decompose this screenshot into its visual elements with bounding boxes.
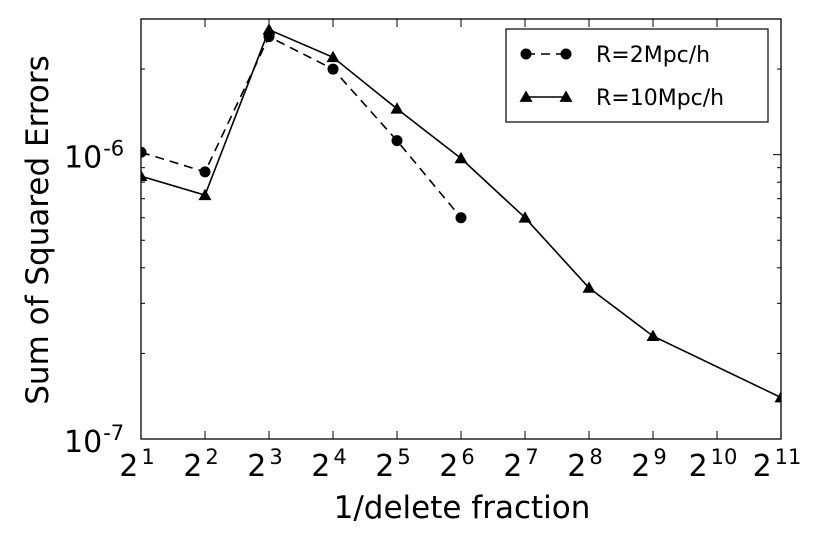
- legend-marker: [560, 48, 572, 60]
- data-point: [454, 151, 468, 164]
- x-tick-label-base: 2: [631, 449, 650, 484]
- y-tick-label-exponent: -6: [103, 137, 124, 161]
- data-point: [262, 23, 276, 35]
- x-tick-label-base: 2: [567, 449, 586, 484]
- data-point: [391, 135, 403, 147]
- x-tick-label-exponent: 7: [525, 445, 538, 469]
- y-tick-label: 10-6: [64, 137, 124, 176]
- legend-marker: [559, 90, 573, 102]
- data-point: [198, 188, 212, 201]
- y-axis-label: Sum of Squared Errors: [20, 55, 56, 405]
- y-tick-label-base: 10: [64, 141, 102, 176]
- x-tick-label-exponent: 9: [653, 445, 666, 469]
- data-point: [326, 50, 340, 63]
- data-point: [518, 211, 532, 223]
- x-tick-label-exponent: 10: [711, 445, 738, 469]
- data-point: [774, 390, 781, 403]
- y-tick-label: 10-7: [64, 421, 124, 460]
- x-tick-label-base: 2: [753, 449, 772, 484]
- x-tick-label-base: 2: [689, 449, 708, 484]
- legend-item: R=2Mpc/h: [520, 43, 710, 68]
- y-tick-label-exponent: -7: [103, 421, 124, 445]
- x-axis-label: 1/delete fraction: [334, 490, 591, 526]
- x-tick-label-base: 2: [119, 449, 138, 484]
- x-tick-label-base: 2: [439, 449, 458, 484]
- legend-item: R=10Mpc/h: [519, 86, 724, 111]
- series-2: [141, 23, 781, 403]
- legend-marker: [520, 48, 532, 60]
- legend-label: R=2Mpc/h: [596, 43, 710, 68]
- x-tick-label-base: 2: [375, 449, 394, 484]
- x-tick-label-exponent: 4: [333, 445, 346, 469]
- x-tick-label-exponent: 5: [397, 445, 410, 469]
- data-point: [141, 146, 147, 158]
- series-line: [141, 28, 781, 399]
- x-tick-label-base: 2: [247, 449, 266, 484]
- x-tick-label-exponent: 8: [589, 445, 602, 469]
- legend-label: R=10Mpc/h: [596, 86, 724, 111]
- series-1: [141, 31, 467, 224]
- data-point: [390, 102, 404, 114]
- data-point: [455, 212, 467, 224]
- x-tick-label-exponent: 2: [205, 445, 218, 469]
- data-point: [582, 281, 596, 293]
- y-tick-label-base: 10: [64, 425, 102, 460]
- x-tick-label-exponent: 3: [269, 445, 282, 469]
- data-point: [141, 169, 148, 182]
- data-point: [646, 329, 660, 342]
- x-tick-label-base: 2: [503, 449, 522, 484]
- x-tick-label-base: 2: [183, 449, 202, 484]
- x-tick-label: 2 10: [689, 445, 738, 484]
- data-point: [327, 63, 339, 75]
- x-tick-label: 2 11: [753, 445, 802, 484]
- legend: R=2Mpc/h R=10Mpc/h: [505, 28, 769, 123]
- data-point: [199, 166, 211, 178]
- x-tick-label-base: 2: [311, 449, 330, 484]
- x-tick-label-exponent: 6: [461, 445, 474, 469]
- x-tick-label-exponent: 1: [141, 445, 154, 469]
- legend-marker: [519, 90, 533, 102]
- legend-frame: [505, 28, 769, 123]
- x-tick-label-exponent: 11: [775, 445, 802, 469]
